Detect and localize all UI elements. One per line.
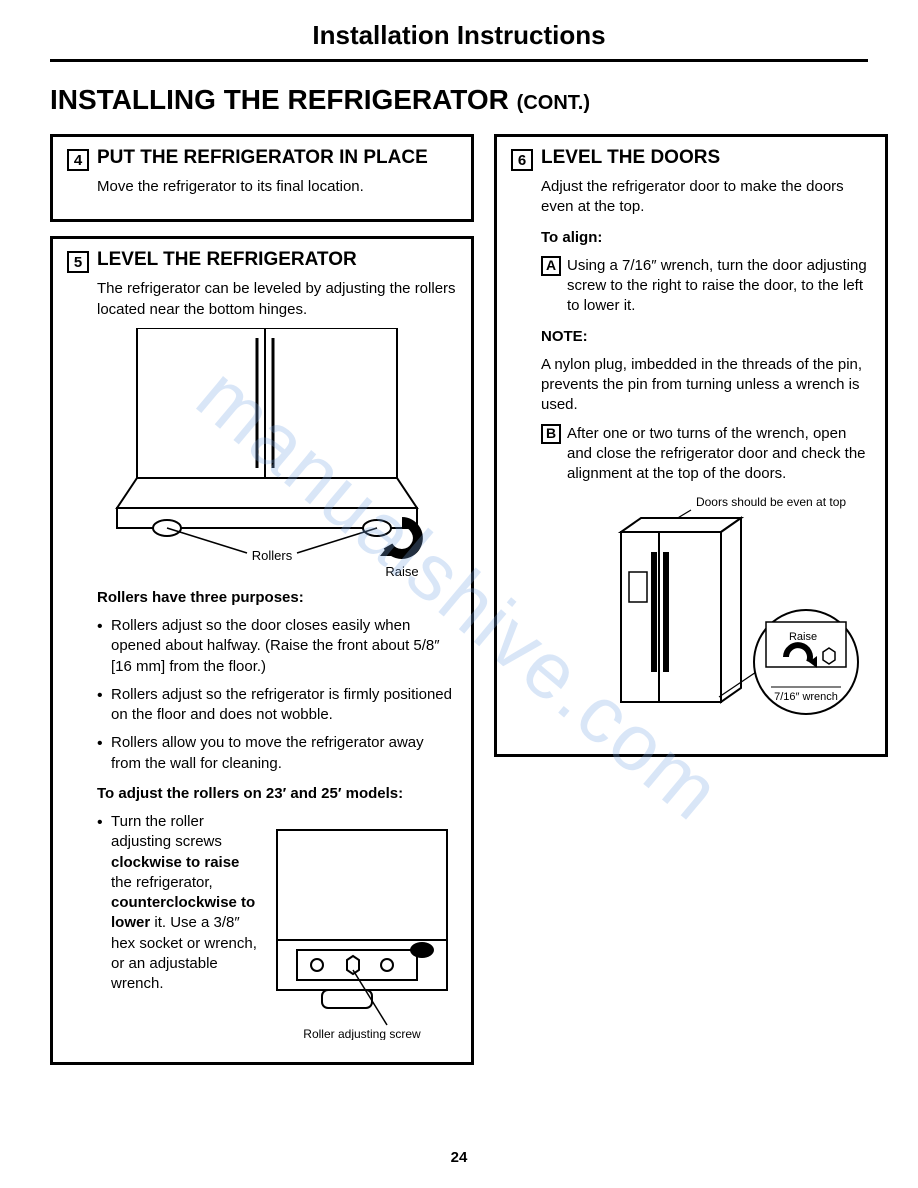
purpose-item: Rollers adjust so the door closes easily… — [97, 616, 457, 677]
step5-box: 5 LEVEL THE REFRIGERATOR The refrigerato… — [50, 236, 474, 1065]
note-head: NOTE: — [541, 327, 871, 347]
right-column: 6 LEVEL THE DOORS Adjust the refrigerato… — [494, 134, 888, 757]
adjust-bold1: clockwise to raise — [111, 854, 239, 871]
letter-A: A — [541, 256, 561, 276]
step4-box: 4 PUT THE REFRIGERATOR IN PLACE Move the… — [50, 134, 474, 222]
purposes-list: Rollers adjust so the door closes easily… — [97, 616, 457, 774]
step6-B-text: After one or two turns of the wrench, op… — [567, 424, 871, 485]
adjust-mid: the refrigerator, — [111, 874, 213, 891]
step6-box: 6 LEVEL THE DOORS Adjust the refrigerato… — [494, 134, 888, 757]
rollers-label: Rollers — [252, 548, 293, 563]
left-column: 4 PUT THE REFRIGERATOR IN PLACE Move the… — [50, 134, 474, 1065]
step5-number: 5 — [67, 251, 89, 273]
step6-diagram-doors: Doors should be even at top — [541, 492, 871, 732]
step6-A-text: Using a 7/16″ wrench, turn the door adju… — [567, 256, 871, 317]
adjust-text: Turn the roller adjusting screws clockwi… — [97, 812, 257, 994]
main-title-text: INSTALLING THE REFRIGERATOR — [50, 84, 509, 115]
raise-label-1: Raise — [385, 564, 418, 578]
step6-number: 6 — [511, 149, 533, 171]
step5-intro: The refrigerator can be leveled by adjus… — [97, 279, 457, 320]
step6-title: LEVEL THE DOORS — [541, 147, 720, 170]
page-header: Installation Instructions — [50, 20, 868, 62]
step4-number: 4 — [67, 149, 89, 171]
step5-diagram-screw: Roller adjusting screw — [267, 820, 457, 1040]
step6-B-row: B After one or two turns of the wrench, … — [541, 424, 871, 485]
step4-title: PUT THE REFRIGERATOR IN PLACE — [97, 147, 428, 170]
adjust-pre: Turn the roller adjusting screws — [111, 813, 222, 850]
main-title-cont: (CONT.) — [517, 92, 590, 114]
doors-even-label: Doors should be even at top — [696, 495, 846, 509]
raise-label-2: Raise — [789, 631, 817, 643]
page-number: 24 — [0, 1149, 918, 1166]
adjust-head: To adjust the rollers on 23′ and 25′ mod… — [97, 784, 457, 804]
main-title: INSTALLING THE REFRIGERATOR (CONT.) — [50, 84, 868, 116]
step5-diagram-rollers: Rollers Raise — [97, 328, 437, 578]
purpose-item: Rollers adjust so the refrigerator is fi… — [97, 685, 457, 726]
note-text: A nylon plug, imbedded in the threads of… — [541, 355, 871, 416]
purposes-head: Rollers have three purposes: — [97, 588, 457, 608]
step4-body: Move the refrigerator to its final locat… — [97, 177, 457, 197]
purpose-item: Rollers allow you to move the refrigerat… — [97, 733, 457, 774]
letter-B: B — [541, 424, 561, 444]
content-columns: 4 PUT THE REFRIGERATOR IN PLACE Move the… — [50, 134, 868, 1065]
screw-label: Roller adjusting screw — [303, 1027, 421, 1040]
step6-intro: Adjust the refrigerator door to make the… — [541, 177, 871, 218]
step6-A-row: A Using a 7/16″ wrench, turn the door ad… — [541, 256, 871, 317]
adjust-row: Turn the roller adjusting screws clockwi… — [97, 812, 457, 1048]
step5-title: LEVEL THE REFRIGERATOR — [97, 249, 357, 272]
align-head: To align: — [541, 228, 871, 248]
wrench-label: 7/16″ wrench — [774, 691, 838, 703]
